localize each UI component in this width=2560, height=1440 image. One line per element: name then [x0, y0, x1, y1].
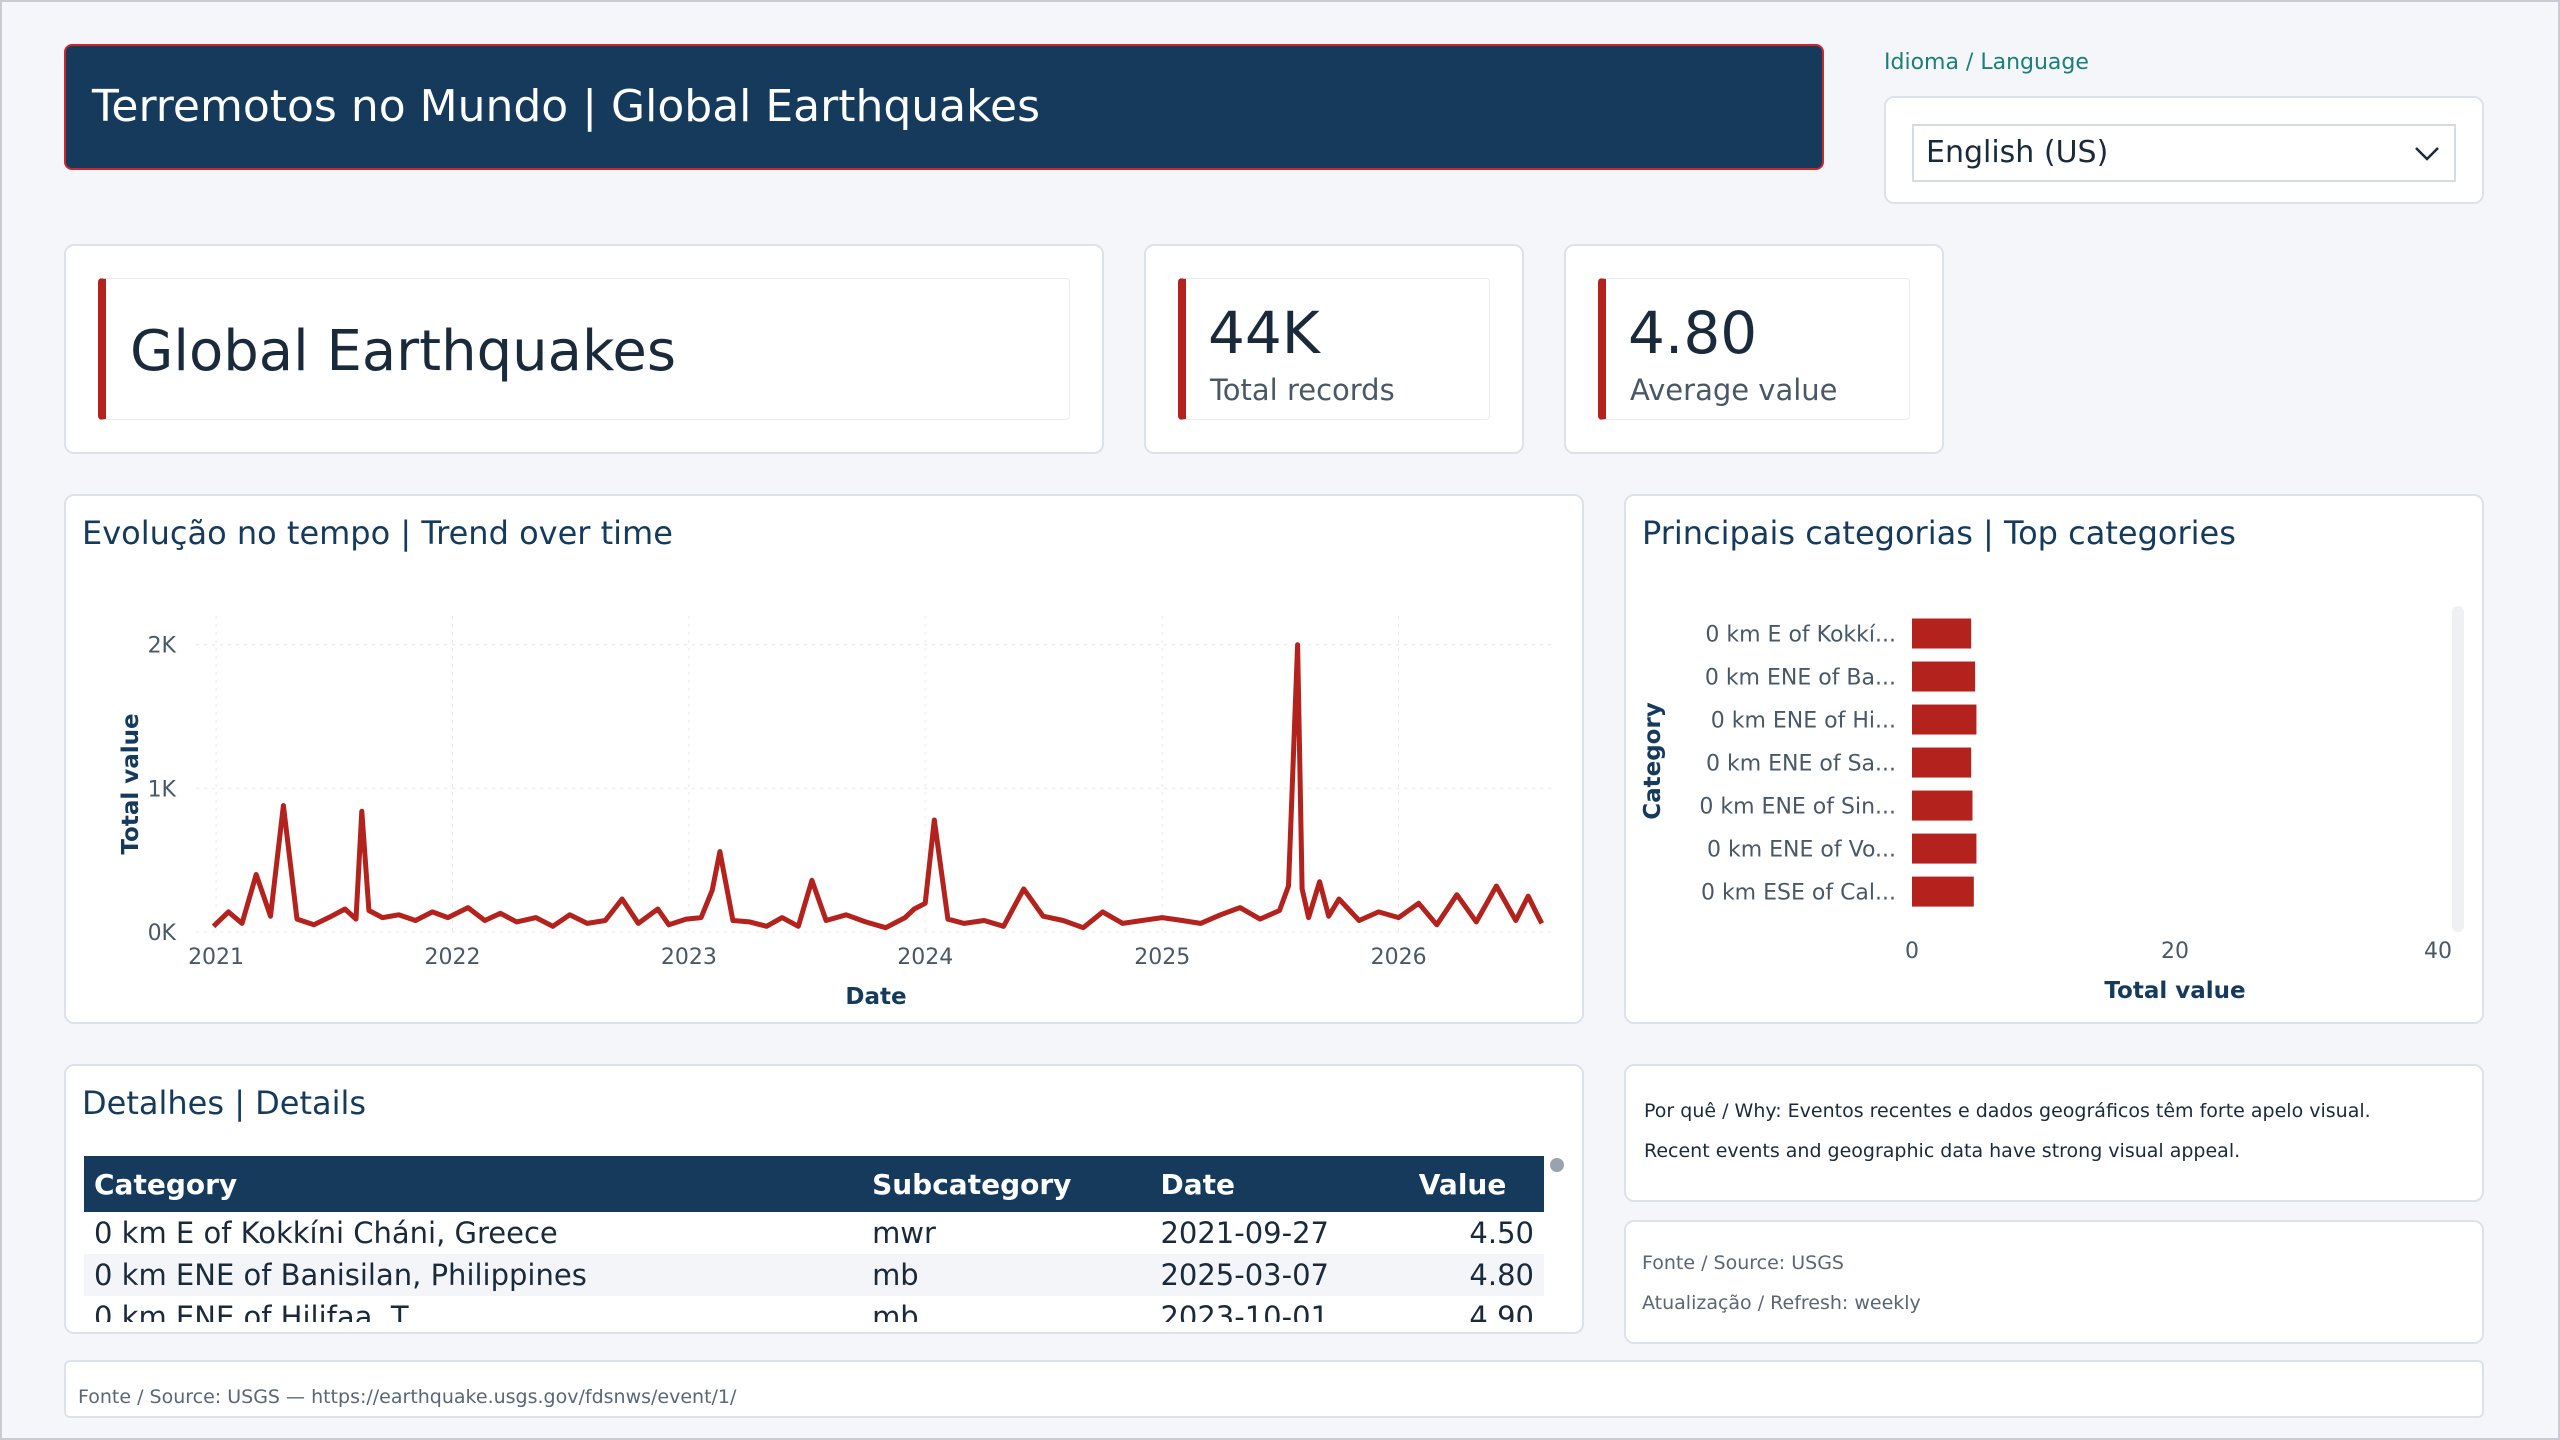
cell-date: 2025-03-07 — [1150, 1254, 1409, 1296]
source-text: Fonte / Source: USGS — [1642, 1252, 1844, 1274]
dashboard-title-bar: Terremotos no Mundo | Global Earthquakes — [64, 44, 1824, 170]
details-title: Detalhes | Details — [82, 1084, 367, 1122]
column-header-subcategory[interactable]: Subcategory — [862, 1156, 1151, 1212]
kpi-average-value-card: 4.80 Average value — [1564, 244, 1944, 454]
table-row[interactable]: 0 km ENE of Banisilan, Philippines mb 20… — [84, 1254, 1544, 1296]
kpi-average-value: 4.80 — [1628, 299, 1758, 367]
y-tick-label: 0K — [148, 921, 177, 946]
dashboard-title: Terremotos no Mundo | Global Earthquakes — [92, 81, 1041, 132]
cell-value: 4.80 — [1408, 1254, 1544, 1296]
top-categories-title: Principais categorias | Top categories — [1642, 514, 2236, 552]
y-axis-title: Total value — [118, 713, 144, 854]
cell-date: 2021-09-27 — [1160, 1216, 1329, 1250]
details-table-viewport: Detalhes | Details Category Subcategory … — [66, 1066, 1582, 1322]
category-bar — [1912, 790, 1973, 821]
table-row[interactable]: 0 km ENE of Hilifaa, T... mb 2023-10-01 … — [84, 1296, 1544, 1322]
x-tick-label: 2024 — [897, 945, 953, 970]
kpi-title-card: Global Earthquakes — [64, 244, 1104, 454]
source-card: Fonte / Source: USGS Atualização / Refre… — [1624, 1220, 2484, 1344]
category-bar — [1912, 704, 1977, 735]
trend-chart-title: Evolução no tempo | Trend over time — [82, 514, 673, 552]
trend-series-line — [211, 642, 1545, 931]
x-tick-label: 2022 — [424, 945, 480, 970]
why-note-line-1: Por quê / Why: Eventos recentes e dados … — [1644, 1100, 2371, 1122]
language-card: English (US) — [1884, 96, 2484, 204]
y-tick-label: 1K — [148, 777, 177, 802]
chart-scrollbar[interactable] — [2452, 606, 2464, 932]
cell-category: 0 km E of Kokkíni Cháni, Greece — [94, 1216, 558, 1250]
category-label: 0 km ENE of Sin... — [1699, 795, 1896, 820]
why-note-card: Por quê / Why: Eventos recentes e dados … — [1624, 1064, 2484, 1202]
trend-line-chart: 0K 1K 2K 2021 2022 2023 2024 2025 2026 Date Total … — [118, 616, 1556, 1010]
y-tick-label: 2K — [148, 634, 177, 659]
category-bar — [1912, 661, 1976, 692]
footer-source-text: Fonte / Source: USGS — https://earthquak… — [78, 1386, 737, 1408]
details-table: Category Subcategory Date Value 0 km E o… — [84, 1156, 1544, 1322]
kpi-title-inner: Global Earthquakes — [98, 278, 1070, 420]
kpi-total-records-inner: 44K Total records — [1178, 278, 1490, 420]
category-label: 0 km E of Kokkí... — [1705, 623, 1896, 648]
cell-subcategory: mwr — [872, 1216, 936, 1250]
kpi-total-records-label: Total records — [1210, 373, 1395, 407]
cell-value: 4.50 — [1469, 1216, 1534, 1250]
kpi-total-records-value: 44K — [1208, 299, 1320, 367]
category-label: 0 km ENE of Vo... — [1707, 838, 1896, 863]
category-label: 0 km ENE of Hi... — [1711, 709, 1896, 734]
column-header-category[interactable]: Category — [84, 1156, 863, 1212]
language-label: Idioma / Language — [1884, 50, 2089, 75]
category-bar — [1912, 833, 1977, 864]
refresh-text: Atualização / Refresh: weekly — [1642, 1292, 1921, 1314]
x-axis-title: Total value — [2104, 978, 2245, 1004]
x-tick-label: 2023 — [661, 945, 717, 970]
column-header-value[interactable]: Value — [1408, 1156, 1544, 1212]
kpi-total-records-card: 44K Total records — [1144, 244, 1524, 454]
category-label: 0 km ENE of Sa... — [1706, 752, 1896, 777]
chevron-down-icon — [2415, 147, 2439, 161]
cell-subcategory: mb — [862, 1254, 1151, 1296]
category-label: 0 km ENE of Ba... — [1705, 666, 1896, 691]
cell-category: 0 km ENE of Hilifaa, T... — [94, 1300, 433, 1322]
category-bar — [1912, 618, 1972, 649]
kpi-average-value-inner: 4.80 Average value — [1598, 278, 1910, 420]
x-tick-label: 2026 — [1371, 945, 1427, 970]
category-label: 0 km ESE of Cal... — [1701, 881, 1896, 906]
details-header-row: Category Subcategory Date Value — [84, 1156, 1544, 1212]
language-selected-value: English (US) — [1926, 135, 2109, 170]
x-tick-label: 0 — [1905, 939, 1919, 964]
cell-subcategory: mb — [872, 1300, 919, 1322]
x-axis-title: Date — [845, 984, 906, 1010]
x-tick-label: 40 — [2424, 939, 2452, 964]
x-tick-label: 2021 — [188, 945, 244, 970]
top-categories-bar-chart: 0 km E of Kokkí... 0 km ENE of Ba... 0 km … — [1640, 618, 2452, 1004]
top-categories-card: Principais categorias | Top categories 0… — [1624, 494, 2484, 1024]
table-scrollbar-thumb[interactable] — [1550, 1158, 1564, 1172]
why-note-line-2: Recent events and geographic data have s… — [1644, 1140, 2241, 1162]
x-tick-label: 2025 — [1134, 945, 1190, 970]
cell-value: 4.90 — [1469, 1300, 1534, 1322]
details-card: Detalhes | Details Category Subcategory … — [64, 1064, 1584, 1334]
category-bar — [1912, 747, 1972, 778]
category-bar — [1912, 876, 1974, 907]
cell-category: 0 km ENE of Banisilan, Philippines — [84, 1254, 863, 1296]
footer-card: Fonte / Source: USGS — https://earthquak… — [64, 1360, 2484, 1418]
table-row[interactable]: 0 km E of Kokkíni Cháni, Greece mwr 2021… — [84, 1212, 1544, 1254]
cell-date: 2023-10-01 — [1160, 1300, 1329, 1322]
kpi-average-value-label: Average value — [1630, 373, 1838, 407]
kpi-title: Global Earthquakes — [130, 319, 677, 384]
y-axis-title: Category — [1640, 702, 1666, 820]
trend-chart-card: Evolução no tempo | Trend over time 0K 1K… — [64, 494, 1584, 1024]
x-tick-label: 20 — [2161, 939, 2189, 964]
language-select[interactable]: English (US) — [1912, 124, 2456, 182]
column-header-date[interactable]: Date — [1150, 1156, 1409, 1212]
